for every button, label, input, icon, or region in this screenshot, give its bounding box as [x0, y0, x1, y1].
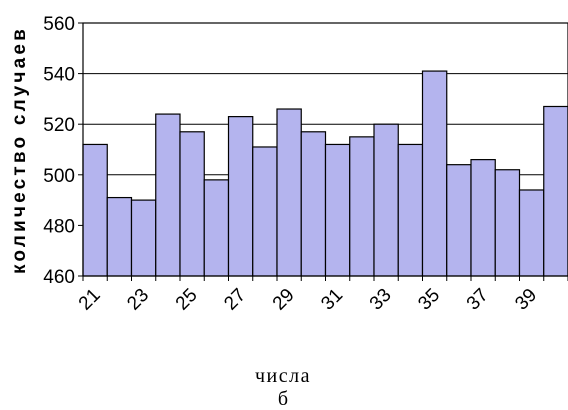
bar-36: [446, 164, 472, 277]
x-axis-label: числа: [255, 365, 311, 387]
bar-30: [300, 131, 327, 277]
x-tick-label: 29: [269, 285, 299, 315]
y-tick-label: 460: [43, 267, 75, 288]
y-tick-label: 560: [43, 14, 75, 35]
x-tick-label: 31: [317, 285, 347, 315]
bar-33: [373, 123, 399, 277]
bar-23: [130, 199, 157, 277]
bar-32: [349, 136, 375, 277]
bar-21: [82, 143, 108, 277]
x-tick-label: 23: [123, 285, 153, 315]
x-tick-label: 21: [75, 285, 105, 315]
bar-35: [421, 70, 448, 277]
x-tick-label: 39: [511, 285, 541, 315]
bar-34: [397, 143, 424, 277]
bar-22: [106, 196, 133, 277]
figure-caption: б: [278, 388, 288, 410]
bars: [82, 70, 568, 277]
y-tick-label: 540: [43, 65, 75, 86]
bar-39: [518, 189, 545, 277]
bar-38: [494, 169, 521, 277]
bar-28: [252, 146, 278, 277]
y-axis-label: количество случаев: [9, 26, 30, 274]
x-tick-label: 25: [172, 285, 202, 315]
bar-40: [543, 105, 568, 277]
bar-27: [227, 116, 254, 277]
x-tick-label: 35: [414, 285, 444, 315]
bar-24: [155, 113, 181, 277]
bar-25: [179, 131, 205, 277]
x-tick-label: 33: [366, 285, 396, 315]
x-tick-label: 37: [463, 285, 493, 315]
x-axis-ticks: 21 23 25 27 29 31 33 35 37 39: [75, 276, 568, 314]
y-tick-label: 480: [43, 216, 75, 237]
y-tick-label: 500: [43, 166, 75, 187]
bar-37: [470, 159, 496, 277]
bar-31: [324, 143, 351, 277]
y-axis-ticks: 460 480 500 520 540 560: [43, 14, 83, 288]
bar-29: [276, 108, 302, 277]
y-tick-label: 520: [43, 115, 75, 136]
bar-26: [203, 179, 230, 277]
x-tick-label: 27: [220, 285, 250, 315]
